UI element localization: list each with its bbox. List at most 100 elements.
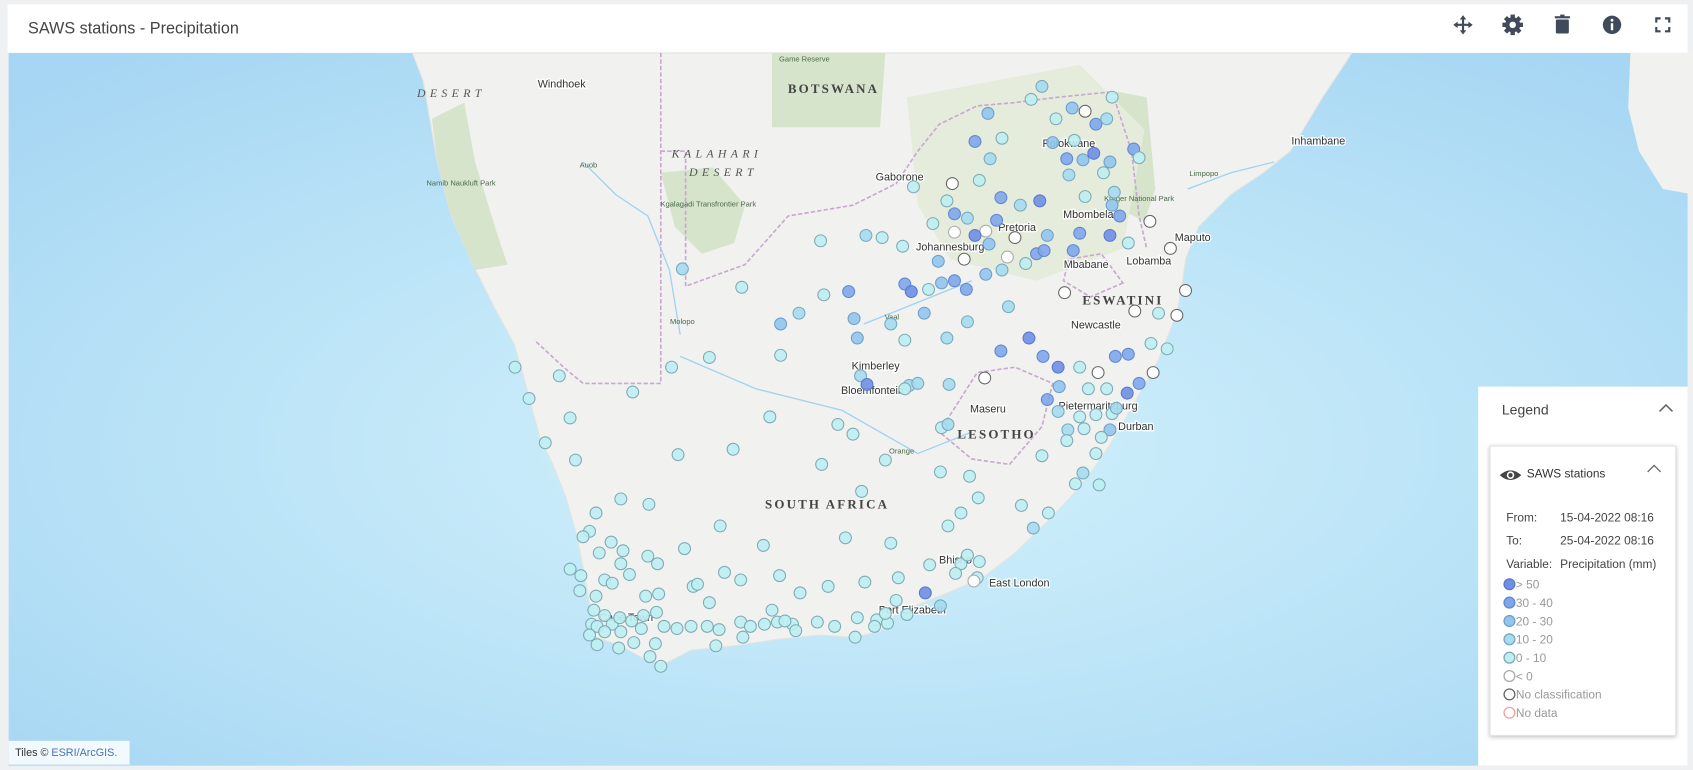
station[interactable]: [1132, 151, 1146, 165]
station[interactable]: [1096, 166, 1110, 180]
station[interactable]: [1108, 349, 1122, 363]
station[interactable]: [726, 442, 740, 456]
station[interactable]: [774, 348, 788, 362]
station[interactable]: [1051, 404, 1065, 418]
legend-collapse[interactable]: [1658, 403, 1674, 413]
station[interactable]: [995, 131, 1009, 145]
station[interactable]: [1100, 382, 1114, 396]
station[interactable]: [1100, 112, 1114, 126]
station[interactable]: [904, 285, 918, 299]
station[interactable]: [1144, 336, 1158, 350]
station[interactable]: [995, 263, 1009, 277]
station[interactable]: [1105, 198, 1119, 212]
station[interactable]: [963, 469, 977, 483]
station[interactable]: [1000, 250, 1014, 264]
delete-button[interactable]: [1554, 14, 1570, 34]
station[interactable]: [979, 224, 993, 238]
station[interactable]: [1008, 231, 1022, 245]
station[interactable]: [1113, 209, 1127, 223]
station[interactable]: [884, 536, 898, 550]
station[interactable]: [702, 596, 716, 610]
station[interactable]: [605, 576, 619, 590]
station[interactable]: [1024, 92, 1038, 106]
station[interactable]: [598, 625, 612, 639]
station[interactable]: [1022, 331, 1036, 345]
station[interactable]: [642, 497, 656, 511]
station[interactable]: [634, 622, 648, 636]
station[interactable]: [671, 448, 685, 462]
station[interactable]: [563, 562, 577, 576]
station[interactable]: [576, 530, 590, 544]
station[interactable]: [614, 557, 628, 571]
station[interactable]: [1040, 393, 1054, 407]
station[interactable]: [906, 180, 920, 194]
fullscreen-button[interactable]: [1655, 17, 1671, 33]
station[interactable]: [589, 506, 603, 520]
station[interactable]: [1087, 146, 1101, 160]
station[interactable]: [1089, 117, 1103, 131]
station[interactable]: [1019, 257, 1033, 270]
station[interactable]: [878, 453, 892, 467]
station[interactable]: [757, 617, 771, 631]
station[interactable]: [1103, 228, 1117, 242]
station[interactable]: [954, 506, 968, 520]
station[interactable]: [622, 568, 636, 582]
station[interactable]: [968, 228, 982, 242]
station[interactable]: [954, 557, 968, 571]
station[interactable]: [1103, 423, 1117, 437]
station[interactable]: [1109, 401, 1123, 415]
station[interactable]: [1103, 155, 1117, 169]
layer-collapse[interactable]: [1647, 464, 1662, 473]
station[interactable]: [1065, 101, 1079, 115]
station[interactable]: [675, 262, 689, 276]
station[interactable]: [947, 225, 961, 239]
station[interactable]: [614, 625, 628, 639]
station[interactable]: [1146, 366, 1160, 380]
station[interactable]: [1037, 244, 1051, 258]
station[interactable]: [1089, 447, 1103, 461]
station[interactable]: [1001, 300, 1015, 314]
station[interactable]: [982, 237, 996, 251]
station[interactable]: [983, 152, 997, 166]
station[interactable]: [713, 519, 727, 533]
station[interactable]: [926, 217, 940, 231]
station[interactable]: [743, 619, 757, 633]
station[interactable]: [649, 605, 663, 619]
station[interactable]: [891, 571, 905, 585]
station[interactable]: [918, 586, 932, 600]
station[interactable]: [972, 555, 986, 569]
station[interactable]: [810, 615, 824, 629]
station[interactable]: [860, 377, 874, 391]
station[interactable]: [922, 282, 936, 296]
station[interactable]: [1033, 194, 1047, 208]
station[interactable]: [670, 622, 684, 636]
station[interactable]: [884, 317, 898, 331]
station[interactable]: [889, 593, 903, 607]
station[interactable]: [940, 194, 954, 208]
station[interactable]: [923, 558, 937, 572]
station[interactable]: [789, 624, 803, 638]
station[interactable]: [1089, 408, 1103, 422]
station[interactable]: [933, 465, 947, 479]
station[interactable]: [981, 106, 995, 120]
station[interactable]: [848, 630, 862, 644]
station[interactable]: [1068, 477, 1082, 491]
station[interactable]: [712, 623, 726, 637]
station[interactable]: [821, 579, 835, 593]
station[interactable]: [875, 231, 889, 245]
station[interactable]: [652, 587, 666, 601]
info-button[interactable]: [1602, 15, 1622, 35]
station[interactable]: [1152, 306, 1166, 320]
station[interactable]: [990, 213, 1004, 227]
station[interactable]: [868, 619, 882, 633]
station[interactable]: [817, 288, 831, 302]
station[interactable]: [896, 239, 910, 253]
station[interactable]: [616, 544, 630, 558]
station[interactable]: [1107, 185, 1121, 199]
station[interactable]: [960, 548, 974, 562]
station[interactable]: [709, 639, 723, 653]
station[interactable]: [643, 650, 657, 664]
station[interactable]: [654, 659, 668, 673]
station[interactable]: [1163, 241, 1177, 255]
station[interactable]: [1066, 244, 1080, 258]
